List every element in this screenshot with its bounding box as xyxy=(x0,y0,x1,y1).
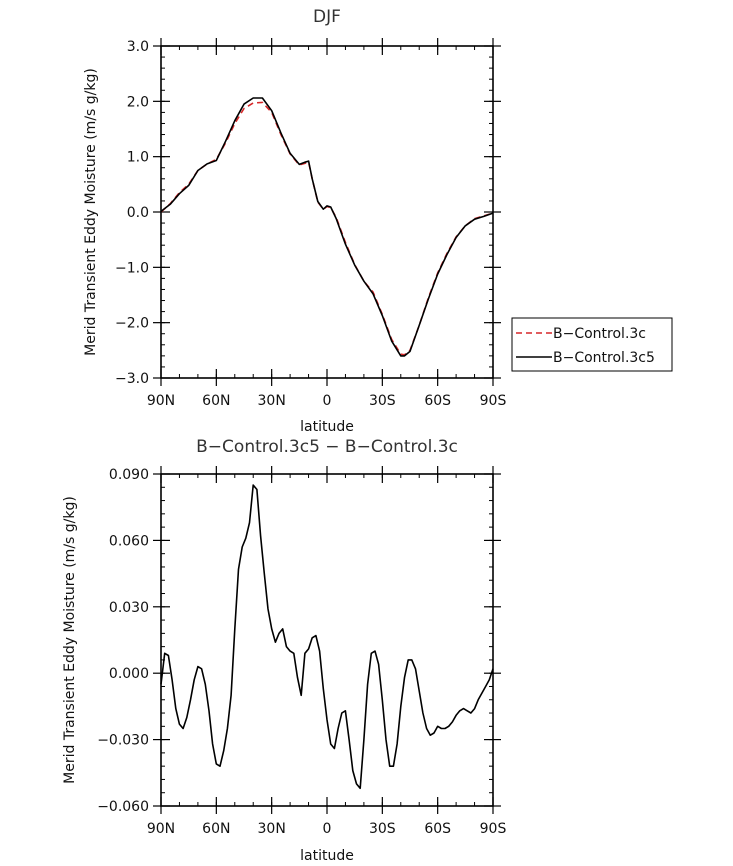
series-line-b-control-3c5 xyxy=(160,97,494,357)
y-tick-label: −1.0 xyxy=(115,260,149,276)
x-tick-label: 60S xyxy=(424,393,451,409)
legend-box xyxy=(511,317,673,372)
series-line-b-control-3c xyxy=(160,101,494,356)
x-tick-label: 90N xyxy=(147,393,175,409)
y-tick-label: 0.090 xyxy=(109,467,149,483)
tick-labels: 90N 60N 30N 0 30S 60S 90S −0.060 −0.030 0.000 0.03… xyxy=(97,467,506,837)
series-lines xyxy=(160,97,494,357)
y-tick-label: −2.0 xyxy=(115,316,149,332)
y-tick-label: 0.030 xyxy=(109,600,149,616)
x-tick-label: 30N xyxy=(258,393,286,409)
legend: B−Control.3c B−Control.3c5 xyxy=(511,317,673,372)
y-tick-label: −3.0 xyxy=(115,371,149,387)
y-axis-label: Merid Transient Eddy Moisture (m/s g/kg) xyxy=(83,68,99,356)
legend-label-control-3c: B−Control.3c xyxy=(553,326,646,342)
axis-ticks xyxy=(153,466,501,814)
y-tick-label: 3.0 xyxy=(127,39,149,55)
y-tick-label: 1.0 xyxy=(127,150,149,166)
y-tick-label: 0.000 xyxy=(109,666,149,682)
legend-label-control-3c5: B−Control.3c5 xyxy=(553,350,655,366)
series-line-difference xyxy=(160,484,494,790)
series-lines xyxy=(160,484,494,790)
x-tick-label: 0 xyxy=(323,393,332,409)
y-tick-label: 2.0 xyxy=(127,94,149,110)
x-tick-label: 0 xyxy=(323,821,332,837)
x-tick-label: 60S xyxy=(424,821,451,837)
x-tick-label: 60N xyxy=(202,821,230,837)
plot-frame xyxy=(160,45,494,379)
plot-frame xyxy=(160,473,494,807)
x-axis-label: latitude xyxy=(300,848,354,864)
x-tick-label: 30N xyxy=(258,821,286,837)
y-tick-label: −0.060 xyxy=(97,799,149,815)
y-tick-label: −0.030 xyxy=(97,733,149,749)
chart-difference: B−Control.3c5 − B−Control.3c Merid Trans… xyxy=(62,437,506,864)
x-tick-label: 60N xyxy=(202,393,230,409)
chart-title: DJF xyxy=(313,7,341,27)
x-tick-label: 90S xyxy=(480,393,507,409)
x-tick-label: 30S xyxy=(369,821,396,837)
y-tick-label: 0.0 xyxy=(127,205,149,221)
chart-title: B−Control.3c5 − B−Control.3c xyxy=(196,437,458,457)
axis-ticks xyxy=(153,38,501,386)
y-axis-label: Merid Transient Eddy Moisture (m/s g/kg) xyxy=(62,496,78,784)
x-tick-label: 90N xyxy=(147,821,175,837)
chart-djf: DJF Merid Transient Eddy Moisture (m/s g… xyxy=(83,7,506,435)
tick-labels: 90N 60N 30N 0 30S 60S 90S −3.0 −2.0 −1.0 0.0 1.0 2.0… xyxy=(115,39,506,409)
x-tick-label: 30S xyxy=(369,393,396,409)
x-tick-label: 90S xyxy=(480,821,507,837)
x-axis-label: latitude xyxy=(300,419,354,435)
y-tick-label: 0.060 xyxy=(109,533,149,549)
